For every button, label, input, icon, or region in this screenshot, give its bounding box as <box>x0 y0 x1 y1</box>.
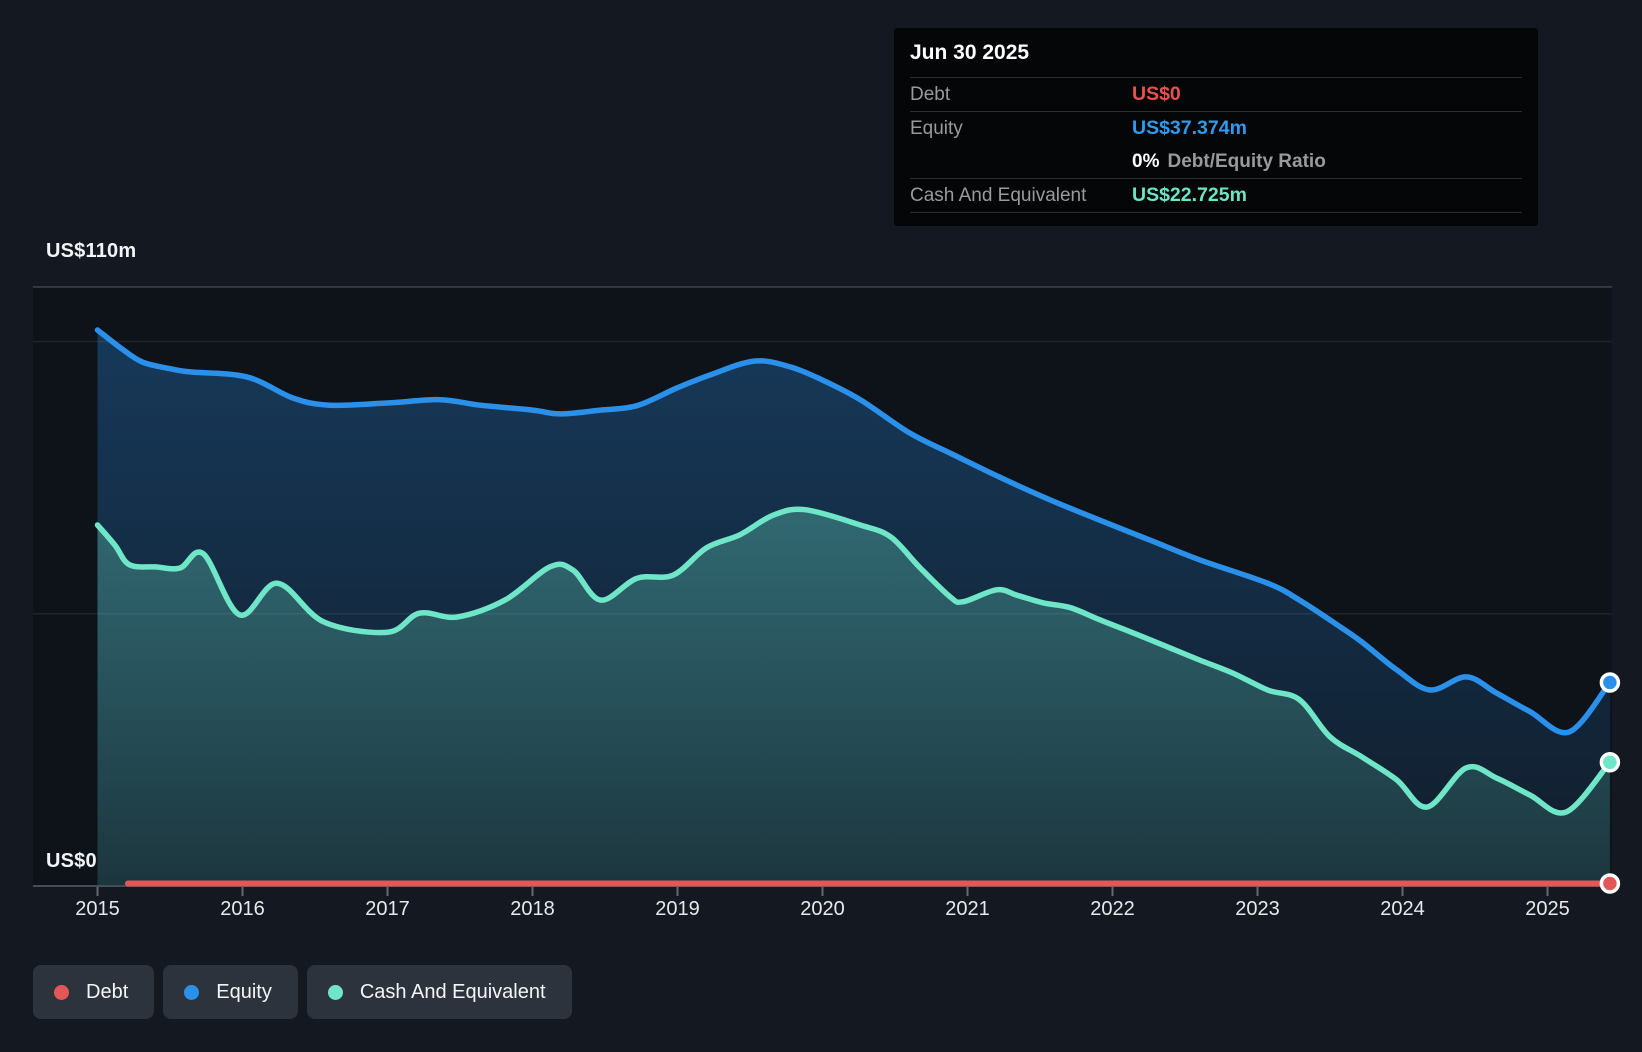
legend-item-equity[interactable]: Equity <box>163 965 298 1019</box>
x-axis-label-2022: 2022 <box>1090 898 1135 920</box>
tooltip-cash-label: Cash And Equivalent <box>910 184 1087 206</box>
tooltip-cash-value: US$22.725m <box>1132 184 1247 206</box>
tooltip-equity-value: US$37.374m <box>1132 117 1247 139</box>
chart-tooltip: Jun 30 2025 Debt US$0 Equity US$37.374m … <box>894 28 1538 226</box>
legend-item-debt[interactable]: Debt <box>33 965 155 1019</box>
legend-dot-icon <box>54 984 69 1000</box>
x-axis-label-2018: 2018 <box>510 898 555 920</box>
x-axis-label-2016: 2016 <box>220 898 265 920</box>
equity-end-marker <box>1599 672 1621 693</box>
y-axis-max-label: US$110m <box>46 240 137 262</box>
chart-legend: Debt Equity Cash And Equivalent <box>33 965 572 1019</box>
tooltip-ratio-label: Debt/Equity Ratio <box>1167 150 1326 172</box>
tooltip-debt-label: Debt <box>910 83 951 105</box>
x-axis-label-2017: 2017 <box>365 898 410 920</box>
cash-area-fill <box>97 509 1610 886</box>
cash-line <box>94 506 1613 816</box>
tooltip-equity-label: Equity <box>910 117 963 139</box>
debt-end-marker <box>1599 873 1621 894</box>
tooltip-ratio-percent: 0% <box>1132 150 1160 172</box>
x-axis-label-2021: 2021 <box>945 898 990 920</box>
x-axis-label-2023: 2023 <box>1235 898 1280 920</box>
legend-dot-icon <box>184 984 200 1000</box>
x-axis-label-2025: 2025 <box>1525 898 1570 920</box>
x-axis-label-2015: 2015 <box>75 898 120 920</box>
legend-label: Debt <box>86 980 129 1003</box>
tooltip-row-debt: Debt US$0 <box>910 78 1522 112</box>
tooltip-row-cash: Cash And Equivalent US$22.725m <box>910 179 1522 213</box>
tooltip-date: Jun 30 2025 <box>910 28 1522 78</box>
x-axis-label-2019: 2019 <box>655 898 700 920</box>
x-axis-label-2020: 2020 <box>800 898 845 920</box>
x-axis-label-2024: 2024 <box>1380 898 1425 920</box>
tooltip-row-ratio: 0% Debt/Equity Ratio <box>910 145 1522 179</box>
legend-label: Equity <box>216 980 272 1003</box>
y-axis-zero-label: US$0 <box>46 850 97 872</box>
equity-line <box>94 327 1613 736</box>
cash-end-marker <box>1599 752 1621 773</box>
legend-item-cash-and-equivalent[interactable]: Cash And Equivalent <box>306 965 572 1019</box>
legend-dot-icon <box>327 984 343 1000</box>
tooltip-debt-value: US$0 <box>1132 83 1181 105</box>
legend-label: Cash And Equivalent <box>359 980 546 1003</box>
tooltip-row-equity: Equity US$37.374m <box>910 112 1522 145</box>
